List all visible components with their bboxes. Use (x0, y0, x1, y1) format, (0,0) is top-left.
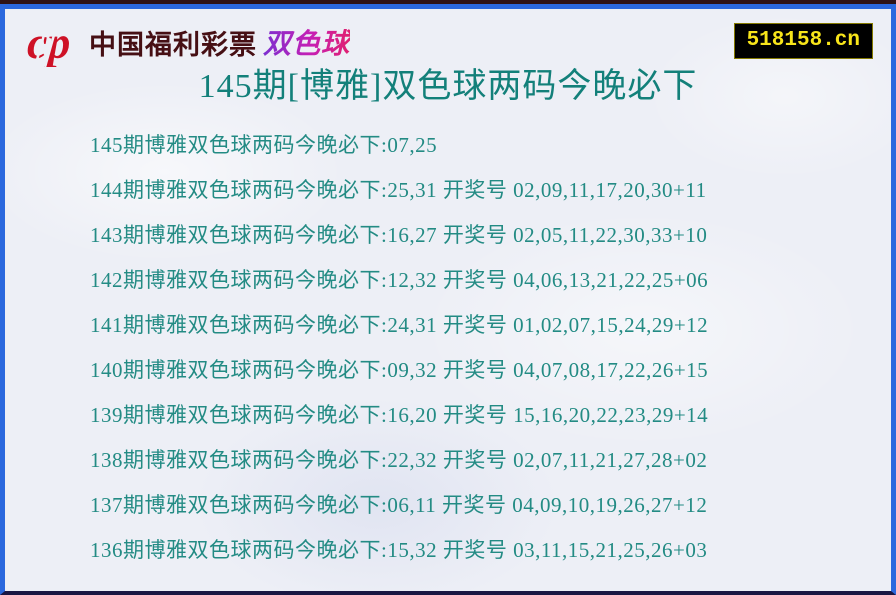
list-item-145: 145期博雅双色球两码今晚必下:07,25 (90, 132, 438, 157)
list-item-141: 141期博雅双色球两码今晚必下:24,31 开奖号 01,02,07,15,24… (90, 312, 709, 337)
list-item-142: 142期博雅双色球两码今晚必下:12,32 开奖号 04,06,13,21,22… (90, 267, 709, 292)
china-welfare-lottery-logo-icon: cp (27, 17, 70, 67)
prediction-list: 145期博雅双色球两码今晚必下:07,25 144期博雅双色球两码今晚必下:25… (5, 109, 891, 571)
list-item-138: 138期博雅双色球两码今晚必下:22,32 开奖号 02,07,11,21,27… (90, 447, 708, 472)
site-logo[interactable]: cp 中国福利彩票 双色球 (27, 17, 350, 67)
list-item-144: 144期博雅双色球两码今晚必下:25,31 开奖号 02,09,11,17,20… (90, 177, 707, 202)
page-frame: cp 中国福利彩票 双色球 518158.cn 145期[博雅]双色球两码今晚必… (0, 9, 896, 595)
page-header: cp 中国福利彩票 双色球 518158.cn (5, 9, 891, 67)
logo-brand-text: 双色球 (263, 22, 350, 62)
svg-text:cp: cp (27, 17, 70, 67)
list-item-143: 143期博雅双色球两码今晚必下:16,27 开奖号 02,05,11,22,30… (90, 222, 708, 247)
list-item-136: 136期博雅双色球两码今晚必下:15,32 开奖号 03,11,15,21,25… (90, 537, 708, 562)
page-title: 145期[博雅]双色球两码今晚必下 (198, 68, 698, 105)
list-item-137: 137期博雅双色球两码今晚必下:06,11 开奖号 04,09,10,19,26… (90, 492, 708, 517)
list-item-139: 139期博雅双色球两码今晚必下:16,20 开奖号 15,16,20,22,23… (90, 402, 709, 427)
top-blue-border (0, 4, 896, 9)
logo-text: 中国福利彩票 (89, 29, 257, 60)
list-item-140: 140期博雅双色球两码今晚必下:09,32 开奖号 04,07,08,17,22… (90, 357, 709, 382)
domain-badge[interactable]: 518158.cn (733, 23, 873, 59)
top-dark-strip (0, 0, 896, 4)
